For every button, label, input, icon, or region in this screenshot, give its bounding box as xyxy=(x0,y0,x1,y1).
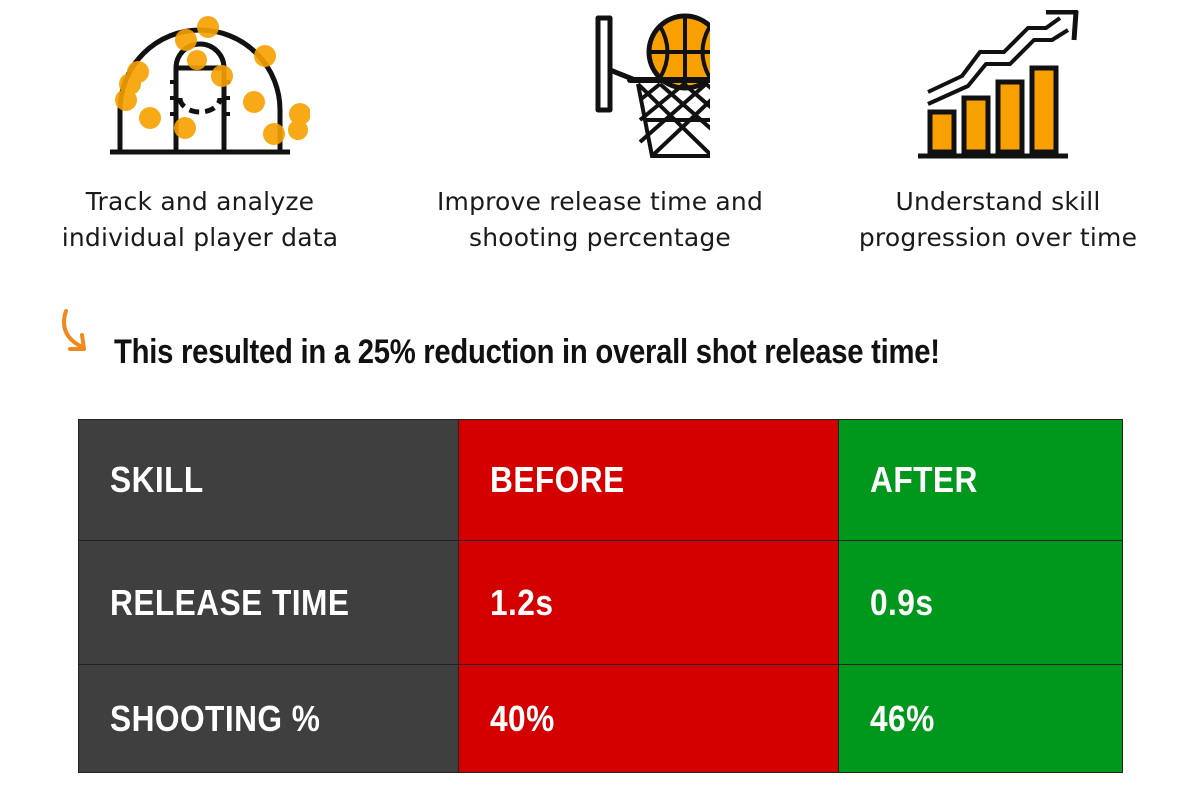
header-skill-label: SKILL xyxy=(110,459,204,500)
feature-player-data: Track and analyze individual player data xyxy=(20,10,380,256)
feature-release-time: Improve release time and shooting percen… xyxy=(420,10,780,256)
cell-after-value: 0.9s xyxy=(870,581,934,623)
cell-before-value: 40% xyxy=(490,697,555,739)
cell-skill: SHOOTING % xyxy=(78,664,459,773)
header-before-label: BEFORE xyxy=(490,459,625,500)
cell-skill: RELEASE TIME xyxy=(78,540,459,665)
cell-before: 40% xyxy=(458,664,839,773)
cell-before: 1.2s xyxy=(458,540,839,665)
header-after-label: AFTER xyxy=(870,459,978,500)
growth-chart-icon xyxy=(918,10,1079,159)
feature-caption-line: Understand skill xyxy=(895,187,1101,216)
cell-before-value: 1.2s xyxy=(490,581,554,623)
table-row: SHOOTING % 40% 46% xyxy=(78,664,1123,773)
feature-caption-line: progression over time xyxy=(858,223,1138,252)
feature-caption-line: Track and analyze xyxy=(85,187,315,216)
feature-caption: Understand skill progression over time xyxy=(818,184,1178,256)
header-skill: SKILL xyxy=(78,419,459,541)
header-after: AFTER xyxy=(838,419,1123,541)
court-heatmap-icon xyxy=(110,16,310,155)
curved-arrow-icon xyxy=(62,309,86,351)
result-callout: This resulted in a 25% reduction in over… xyxy=(56,305,1176,385)
feature-caption-line: individual player data xyxy=(61,223,339,252)
feature-caption: Track and analyze individual player data xyxy=(20,184,380,256)
cell-skill-value: SHOOTING % xyxy=(110,697,321,739)
result-headline: This resulted in a 25% reduction in over… xyxy=(114,333,940,371)
before-after-table: SKILL BEFORE AFTER RELEASE TIME 1.2s 0.9… xyxy=(78,419,1123,773)
basketball-hoop-icon xyxy=(595,13,710,158)
cell-after-value: 46% xyxy=(870,697,935,739)
cell-after: 46% xyxy=(838,664,1123,773)
cell-after: 0.9s xyxy=(838,540,1123,665)
header-before: BEFORE xyxy=(458,419,839,541)
feature-caption-line: shooting percentage xyxy=(469,223,731,252)
feature-skill-progression: Understand skill progression over time xyxy=(818,10,1178,256)
feature-caption: Improve release time and shooting percen… xyxy=(420,184,780,256)
feature-caption-line: Improve release time and xyxy=(436,187,764,216)
table-header-row: SKILL BEFORE AFTER xyxy=(78,419,1123,541)
table-row: RELEASE TIME 1.2s 0.9s xyxy=(78,540,1123,665)
cell-skill-value: RELEASE TIME xyxy=(110,581,350,623)
